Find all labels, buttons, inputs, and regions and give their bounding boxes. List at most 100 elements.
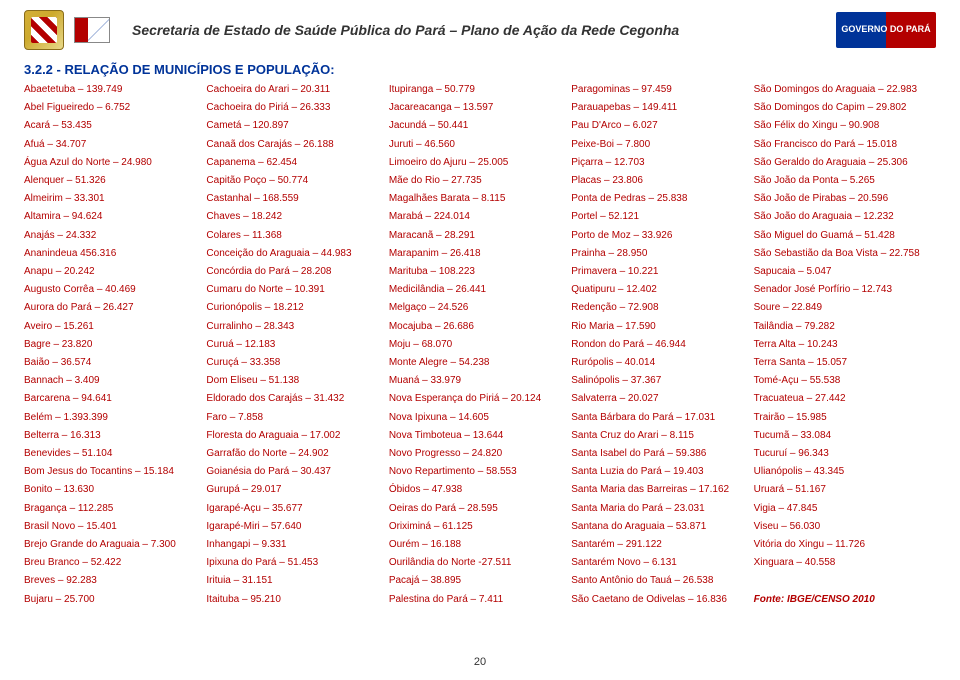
column-3: Itupiranga – 50.779Jacareacanga – 13.597… [389,81,571,609]
municipality-item: Nova Esperança do Piriá – 20.124 [389,390,571,408]
column-1: Abaetetuba – 139.749Abel Figueiredo – 6.… [24,81,206,609]
municipality-item: Faro – 7.858 [206,409,388,427]
municipality-item: Nova Timboteua – 13.644 [389,427,571,445]
municipality-item: Ananindeua 456.316 [24,245,206,263]
municipality-item: Primavera – 10.221 [571,263,753,281]
municipality-item: Porto de Moz – 33.926 [571,227,753,245]
municipality-item: Quatipuru – 12.402 [571,281,753,299]
municipality-item: Muaná – 33.979 [389,372,571,390]
municipality-item: Jacundá – 50.441 [389,117,571,135]
municipality-item: Breu Branco – 52.422 [24,554,206,572]
municipality-item: Santarém – 291.122 [571,536,753,554]
municipality-item: Concórdia do Pará – 28.208 [206,263,388,281]
municipality-item: Almeirim – 33.301 [24,190,206,208]
municipality-item: Soure – 22.849 [754,299,936,317]
municipality-item: São Caetano de Odivelas – 16.836 [571,591,753,609]
municipality-item: Curionópolis – 18.212 [206,299,388,317]
header-left: Secretaria de Estado de Saúde Pública do… [24,10,679,50]
municipality-item: Abaetetuba – 139.749 [24,81,206,99]
municipality-item: São Félix do Xingu – 90.908 [754,117,936,135]
municipality-item: Capitão Poço – 50.774 [206,172,388,190]
municipality-columns: Abaetetuba – 139.749Abel Figueiredo – 6.… [0,81,960,609]
municipality-item: Pau D'Arco – 6.027 [571,117,753,135]
state-flag-icon [74,17,110,43]
municipality-item: Limoeiro do Ajuru – 25.005 [389,154,571,172]
municipality-item: Curralinho – 28.343 [206,318,388,336]
municipality-item: Acará – 53.435 [24,117,206,135]
municipality-item: Monte Alegre – 54.238 [389,354,571,372]
municipality-item: Tucuruí – 96.343 [754,445,936,463]
municipality-item: Capanema – 62.454 [206,154,388,172]
municipality-item: Uruará – 51.167 [754,481,936,499]
column-4: Paragominas – 97.459Parauapebas – 149.41… [571,81,753,609]
municipality-item: Santa Isabel do Pará – 59.386 [571,445,753,463]
municipality-item: Paragominas – 97.459 [571,81,753,99]
municipality-item: Bonito – 13.630 [24,481,206,499]
municipality-item: Senador José Porfírio – 12.743 [754,281,936,299]
municipality-item: Inhangapi – 9.331 [206,536,388,554]
municipality-item: Vitória do Xingu – 11.726 [754,536,936,554]
municipality-item: Novo Repartimento – 58.553 [389,463,571,481]
municipality-item: Alenquer – 51.326 [24,172,206,190]
municipality-item: Tucumã – 33.084 [754,427,936,445]
municipality-item: Irituia – 31.151 [206,572,388,590]
municipality-item: Afuá – 34.707 [24,136,206,154]
municipality-item: Bagre – 23.820 [24,336,206,354]
municipality-item: Conceição do Araguaia – 44.983 [206,245,388,263]
municipality-item: Piçarra – 12.703 [571,154,753,172]
municipality-item: Ourilândia do Norte -27.511 [389,554,571,572]
municipality-item: Rurópolis – 40.014 [571,354,753,372]
municipality-item: São Sebastião da Boa Vista – 22.758 [754,245,936,263]
municipality-item: Bom Jesus do Tocantins – 15.184 [24,463,206,481]
municipality-item: Bujaru – 25.700 [24,591,206,609]
municipality-item: Aurora do Pará – 26.427 [24,299,206,317]
municipality-item: Goianésia do Pará – 30.437 [206,463,388,481]
municipality-item: Curuçá – 33.358 [206,354,388,372]
municipality-item: Floresta do Araguaia – 17.002 [206,427,388,445]
municipality-item: São Domingos do Capim – 29.802 [754,99,936,117]
municipality-item: Redenção – 72.908 [571,299,753,317]
municipality-item: Portel – 52.121 [571,208,753,226]
municipality-item: Curuá – 12.183 [206,336,388,354]
municipality-item: Bannach – 3.409 [24,372,206,390]
municipality-item: Igarapé-Açu – 35.677 [206,500,388,518]
municipality-item: Oriximiná – 61.125 [389,518,571,536]
municipality-item: Santarém Novo – 6.131 [571,554,753,572]
municipality-item: Parauapebas – 149.411 [571,99,753,117]
municipality-item: Novo Progresso – 24.820 [389,445,571,463]
page-number: 20 [0,656,960,668]
municipality-item: Canaã dos Carajás – 26.188 [206,136,388,154]
municipality-item: Santo Antônio do Tauá – 26.538 [571,572,753,590]
municipality-item: São João do Araguaia – 12.232 [754,208,936,226]
municipality-item: Brejo Grande do Araguaia – 7.300 [24,536,206,554]
municipality-item: Altamira – 94.624 [24,208,206,226]
municipality-item: Sapucaia – 5.047 [754,263,936,281]
municipality-item: Peixe-Boi – 7.800 [571,136,753,154]
municipality-item: Chaves – 18.242 [206,208,388,226]
municipality-item: Santa Bárbara do Pará – 17.031 [571,409,753,427]
municipality-item: Abel Figueiredo – 6.752 [24,99,206,117]
municipality-item: Santa Maria das Barreiras – 17.162 [571,481,753,499]
municipality-item: Mocajuba – 26.686 [389,318,571,336]
municipality-item: Prainha – 28.950 [571,245,753,263]
municipality-item: Barcarena – 94.641 [24,390,206,408]
municipality-item: São Francisco do Pará – 15.018 [754,136,936,154]
municipality-item: Trairão – 15.985 [754,409,936,427]
municipality-item: Igarapé-Miri – 57.640 [206,518,388,536]
municipality-item: Castanhal – 168.559 [206,190,388,208]
municipality-item: São João da Ponta – 5.265 [754,172,936,190]
municipality-item: Oeiras do Pará – 28.595 [389,500,571,518]
state-crest-icon [24,10,64,50]
municipality-item: Colares – 11.368 [206,227,388,245]
page-header: Secretaria de Estado de Saúde Pública do… [0,0,960,56]
municipality-item: São Miguel do Guamá – 51.428 [754,227,936,245]
municipality-item: São João de Pirabas – 20.596 [754,190,936,208]
municipality-item: Garrafão do Norte – 24.902 [206,445,388,463]
municipality-item: Maracanã – 28.291 [389,227,571,245]
municipality-item: Gurupá – 29.017 [206,481,388,499]
municipality-item: Tracuateua – 27.442 [754,390,936,408]
municipality-item: Rio Maria – 17.590 [571,318,753,336]
municipality-item: Tomé-Açu – 55.538 [754,372,936,390]
municipality-item: Juruti – 46.560 [389,136,571,154]
spacer [754,572,936,590]
